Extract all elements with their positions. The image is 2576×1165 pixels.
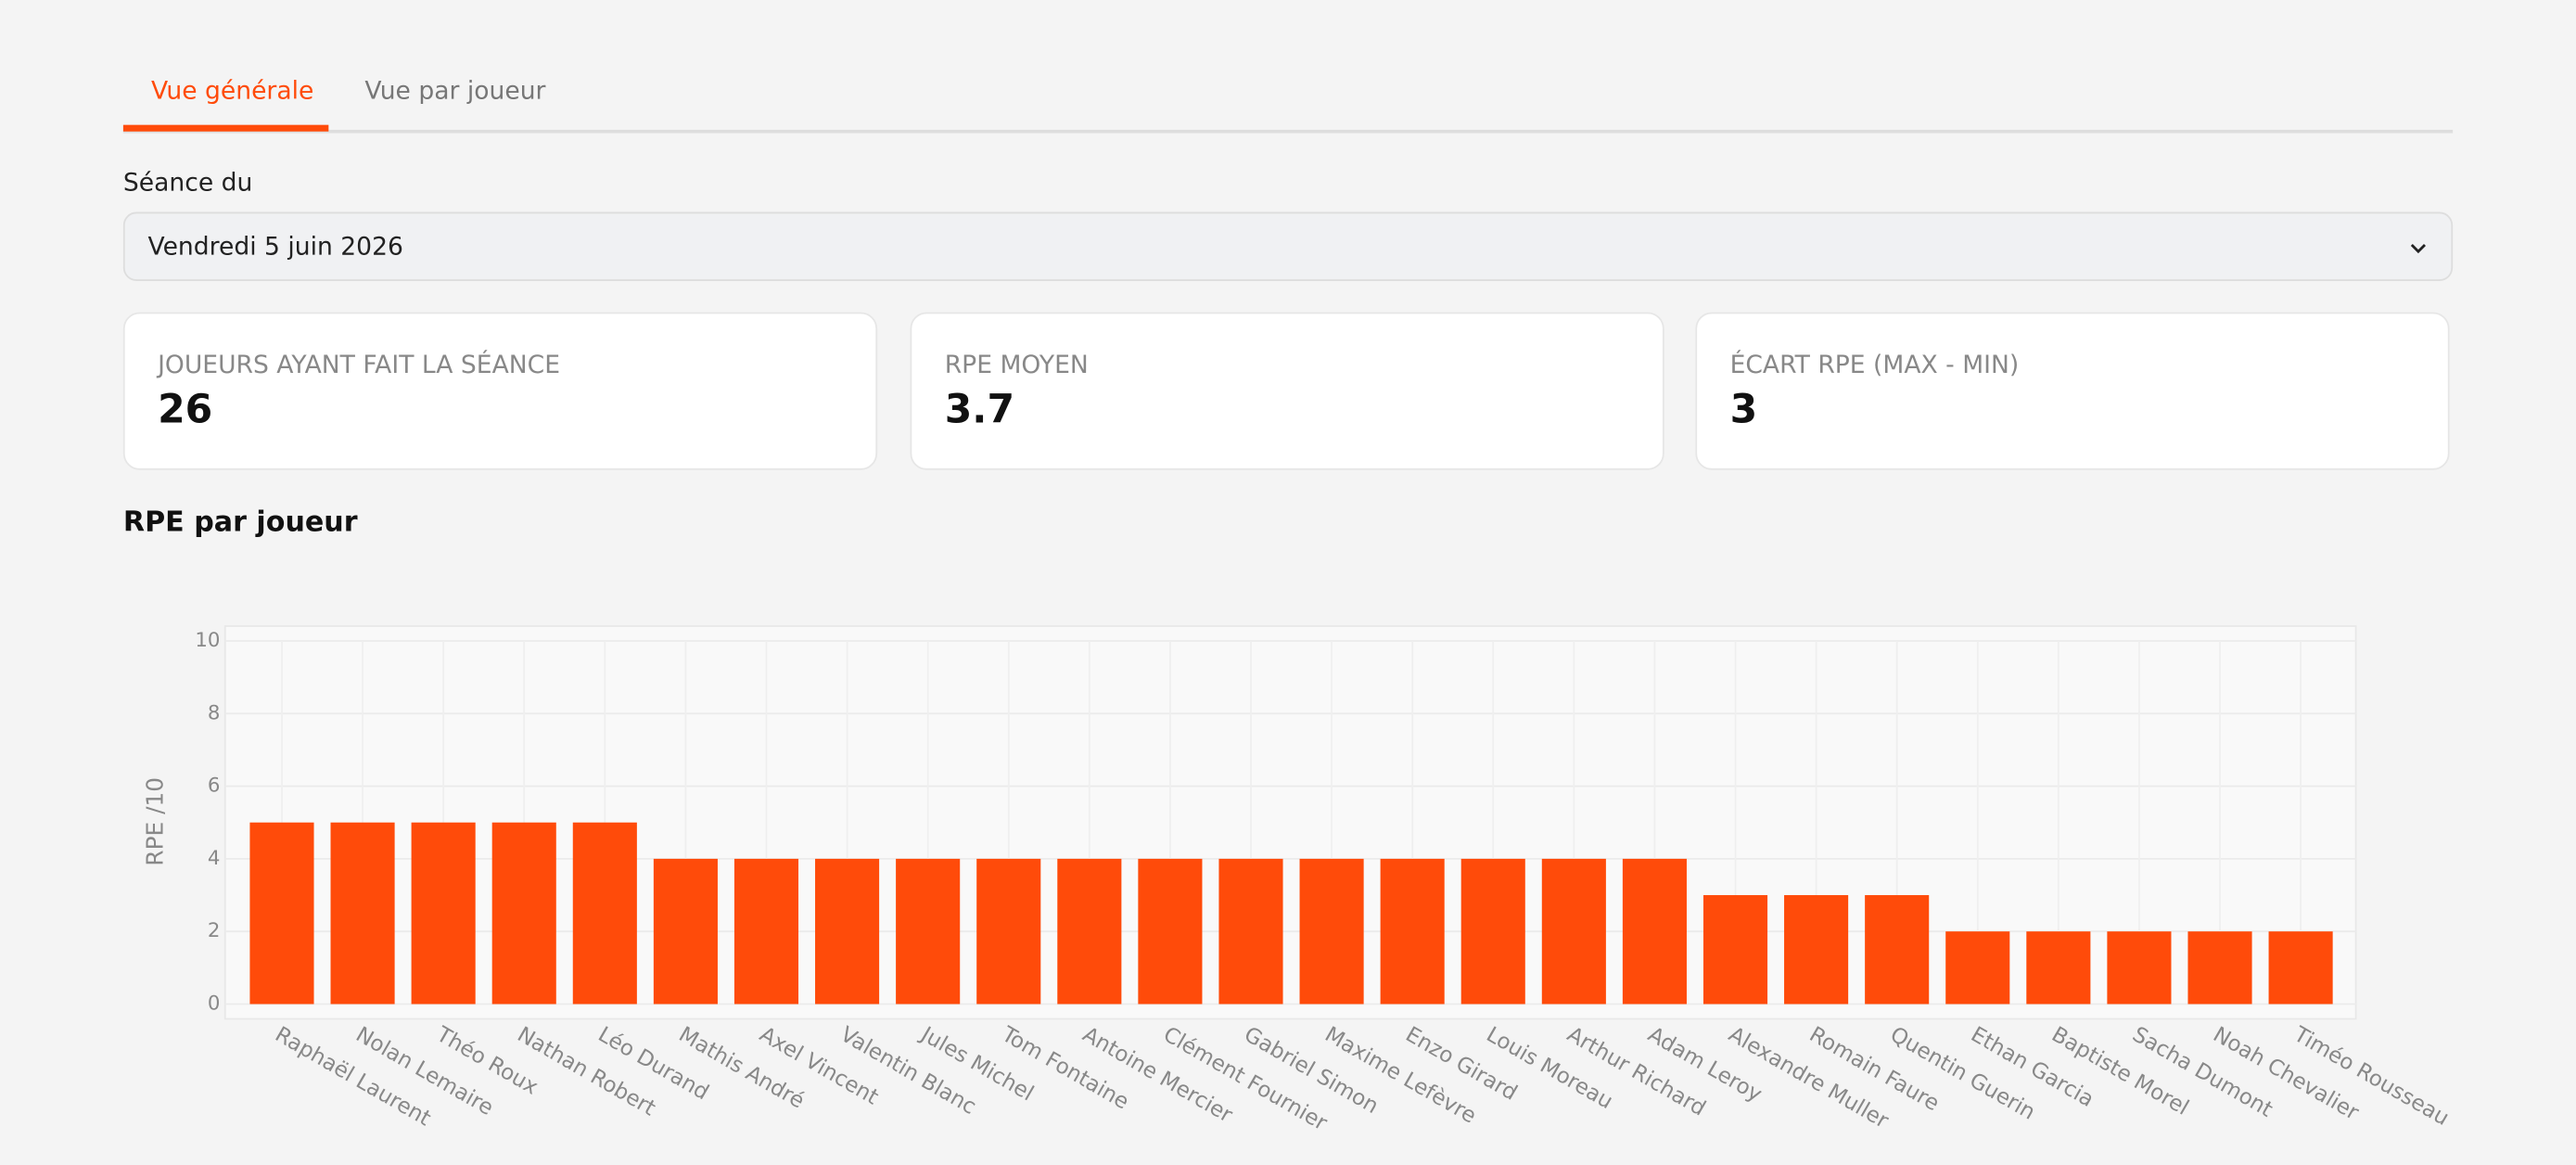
y-tick-label: 6 bbox=[208, 775, 221, 798]
bar bbox=[733, 858, 799, 1005]
x-tick-label: Nathan Robert bbox=[513, 1022, 659, 1120]
bar bbox=[1865, 895, 1930, 1005]
bar bbox=[1622, 858, 1687, 1005]
stat-card: JOUEURS AYANT FAIT LA SÉANCE 26 bbox=[122, 312, 878, 470]
bar bbox=[1784, 895, 1849, 1005]
bar bbox=[572, 822, 637, 1005]
bar bbox=[815, 858, 880, 1005]
bar bbox=[1218, 858, 1283, 1005]
bar bbox=[1541, 858, 1606, 1005]
bar bbox=[1945, 931, 2010, 1005]
y-axis-label: RPE /10 bbox=[141, 777, 168, 866]
bar bbox=[653, 858, 718, 1005]
bar bbox=[896, 858, 961, 1005]
chart-title: RPE par joueur bbox=[122, 506, 358, 540]
x-tick-label: Noah Chevalier bbox=[2209, 1022, 2363, 1125]
tab-border bbox=[122, 129, 2454, 134]
bar bbox=[1057, 858, 1122, 1005]
card-title: RPE MOYEN bbox=[944, 350, 1089, 380]
tab[interactable]: Vue par joueur bbox=[364, 75, 546, 106]
y-tick-label: 2 bbox=[208, 919, 221, 942]
chevron bbox=[2410, 243, 2427, 254]
bar bbox=[1380, 858, 1445, 1005]
x-tick-label: Sacha Dumont bbox=[2128, 1022, 2276, 1121]
card-title: JOUEURS AYANT FAIT LA SÉANCE bbox=[158, 350, 561, 380]
tab-indicator bbox=[122, 124, 329, 132]
x-tick-label: Baptiste Morel bbox=[2047, 1022, 2193, 1120]
bar bbox=[491, 822, 556, 1005]
bar bbox=[2026, 931, 2091, 1005]
y-tick-label: 0 bbox=[208, 992, 221, 1015]
card-value: 3 bbox=[1729, 386, 1758, 432]
bar bbox=[1138, 858, 1203, 1005]
bar bbox=[249, 822, 314, 1005]
bar bbox=[2268, 931, 2333, 1005]
y-tick-label: 4 bbox=[208, 847, 221, 870]
bar bbox=[1702, 895, 1768, 1005]
bar bbox=[2187, 931, 2252, 1005]
card-title: ÉCART RPE (MAX - MIN) bbox=[1729, 350, 2020, 380]
stat-card: RPE MOYEN 3.7 bbox=[910, 312, 1664, 470]
bar bbox=[1460, 858, 1525, 1005]
stat-card: ÉCART RPE (MAX - MIN) 3 bbox=[1695, 312, 2450, 470]
x-tick-label: Quentin Guerin bbox=[1886, 1022, 2039, 1124]
bar bbox=[976, 858, 1041, 1005]
bar bbox=[411, 822, 476, 1005]
y-tick-label: 10 bbox=[195, 629, 220, 652]
card-value: 3.7 bbox=[944, 386, 1015, 432]
x-tick-label: Arthur Richard bbox=[1562, 1022, 1709, 1120]
select-value: Vendredi 5 juin 2026 bbox=[147, 231, 403, 262]
y-tick-label: 8 bbox=[208, 701, 221, 724]
tab[interactable]: Vue générale bbox=[150, 75, 314, 106]
bar bbox=[330, 822, 395, 1005]
bar bbox=[1299, 858, 1364, 1005]
select[interactable]: Vendredi 5 juin 2026 bbox=[122, 211, 2454, 281]
card-value: 26 bbox=[158, 386, 213, 432]
bar bbox=[2107, 931, 2172, 1005]
select-label: Séance du bbox=[122, 167, 253, 198]
x-tick-label: Valentin Blanc bbox=[836, 1022, 980, 1120]
